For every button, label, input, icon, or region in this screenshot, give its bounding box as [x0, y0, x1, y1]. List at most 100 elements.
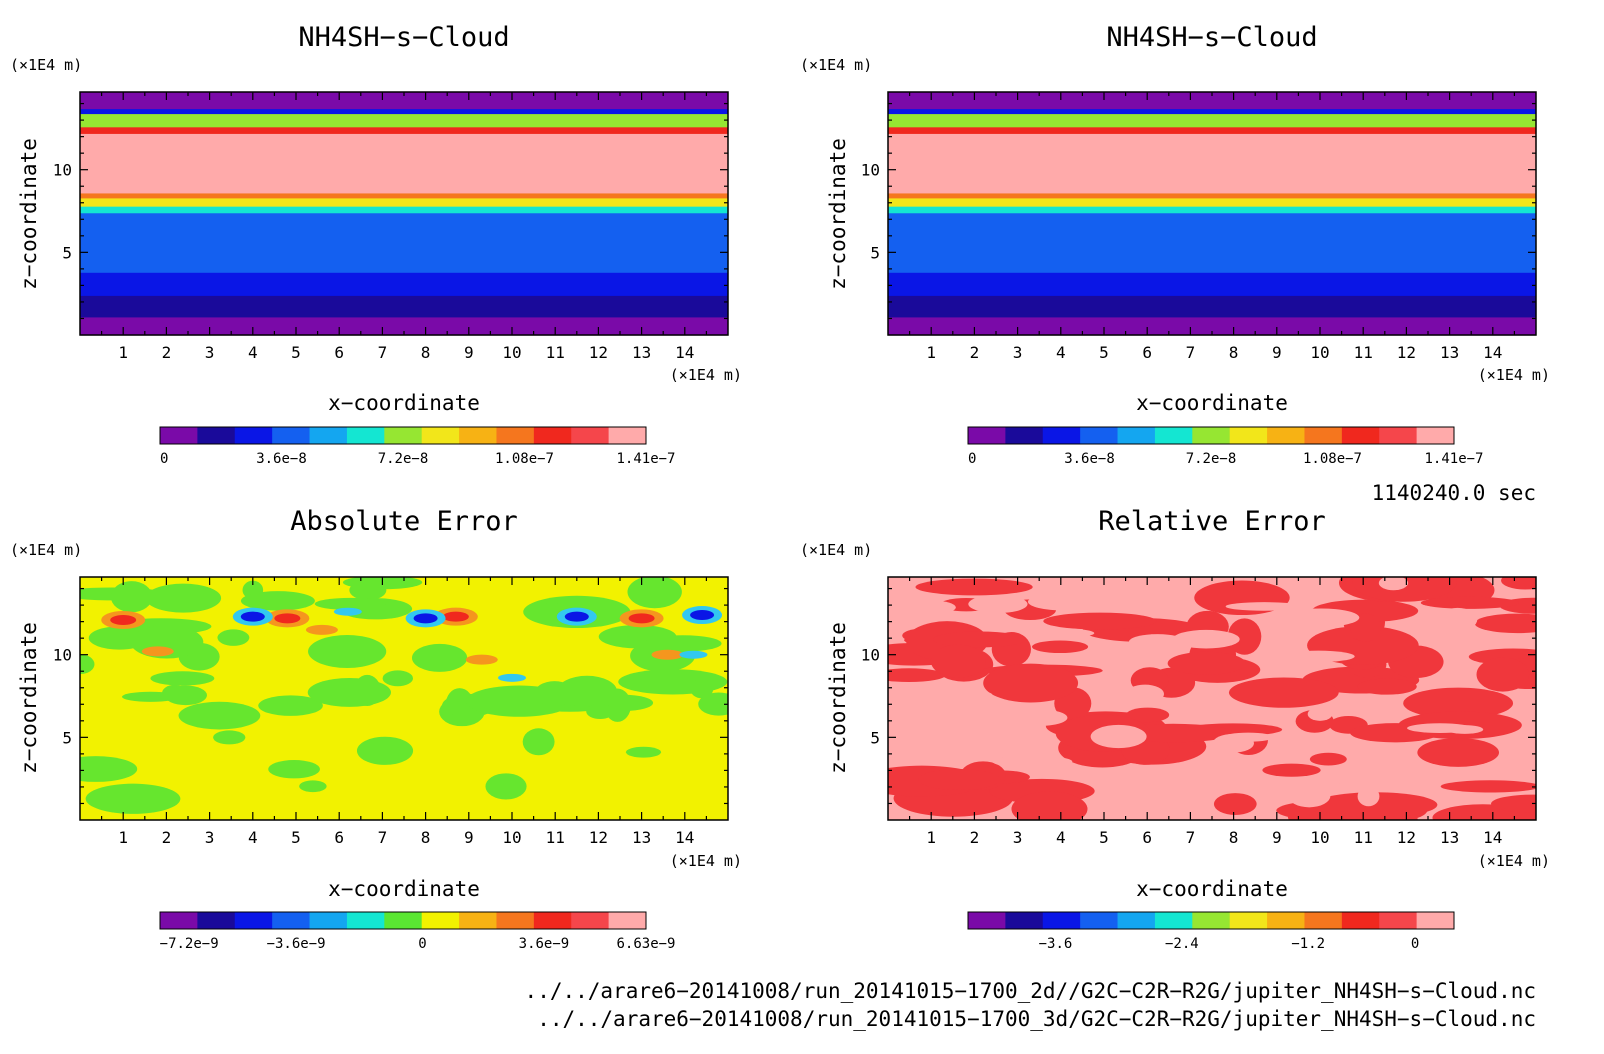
x-tick-label: 13 — [632, 343, 651, 362]
colorbar-swatch — [160, 427, 198, 444]
contour-band — [888, 92, 1536, 110]
colorbar-frame — [159, 911, 647, 930]
contour-blob — [1313, 792, 1438, 818]
colorbar-label: 1.41e−7 — [616, 451, 675, 467]
contour-blob — [1501, 577, 1536, 590]
contour-band — [80, 113, 728, 128]
x-tick-label: 9 — [464, 343, 474, 362]
contour-band — [888, 126, 1536, 134]
x-tick-label: 12 — [589, 343, 608, 362]
contour-band — [888, 272, 1536, 296]
colorbar-swatch — [384, 912, 423, 929]
colorbar: 0 3.6e−8 7.2e−8 1.08e−7 1.41e−7 — [967, 426, 1484, 467]
x-tick-label: 1 — [118, 343, 128, 362]
contour-band — [80, 197, 728, 207]
x-tick-label: 8 — [421, 828, 431, 847]
colorbar-swatch — [1416, 427, 1455, 444]
contour-blob — [679, 650, 708, 659]
contour-blob — [926, 689, 993, 700]
colorbar-swatch — [384, 427, 423, 444]
colorbar-swatch — [421, 427, 460, 444]
colorbar-label: 0 — [160, 451, 168, 467]
colorbar-swatch — [160, 912, 198, 929]
colorbar-swatch — [1005, 427, 1044, 444]
colorbar-swatch — [968, 427, 1006, 444]
y-unit-label: (×1E4 m) — [800, 56, 872, 74]
x-tick-label: 7 — [1186, 343, 1196, 362]
contour-blob — [1027, 592, 1102, 611]
contour-blob — [698, 692, 728, 716]
colorbar-swatch — [1267, 912, 1305, 929]
x-tick-label: 5 — [1099, 828, 1109, 847]
contour-band — [80, 295, 728, 318]
contour-blob — [258, 695, 323, 716]
x-tick-label: 2 — [162, 828, 172, 847]
colorbar-swatch — [1117, 427, 1156, 444]
contour-band — [888, 197, 1536, 207]
contour-min-inner — [413, 613, 438, 624]
x-tick-label: 6 — [1142, 343, 1152, 362]
x-tick-label: 10 — [502, 343, 521, 362]
contour-blob — [213, 730, 246, 745]
y-unit-label: (×1E4 m) — [10, 56, 82, 74]
contour-blob — [110, 581, 153, 613]
panel-top-right: NH4SH−s−Cloud (×1E4 m) 1 2 3 4 5 6 7 8 9 10 11 12 13… — [800, 22, 1550, 467]
colorbar: −3.6 −2.4 −1.2 0 — [967, 911, 1455, 952]
x-tick-label: 2 — [970, 828, 980, 847]
colorbar-swatch — [533, 912, 572, 929]
x-tick-label: 3 — [205, 828, 215, 847]
contour-max-inner — [628, 613, 655, 624]
contour-min-inner — [564, 611, 589, 622]
contour-band — [888, 206, 1536, 214]
colorbar-label: 3.6e−8 — [256, 451, 307, 467]
contour-blob — [307, 677, 391, 707]
x-tick-label: 7 — [1186, 828, 1196, 847]
contour-blob — [217, 629, 250, 646]
x-axis-label: x−coordinate — [328, 391, 480, 415]
contour-band — [80, 272, 728, 296]
contour-blob — [1352, 577, 1457, 602]
contour-blob — [1440, 780, 1536, 793]
contour-blob — [522, 728, 555, 756]
contour-band — [80, 212, 728, 273]
colorbar-swatch — [533, 427, 572, 444]
contour-blob — [1437, 607, 1478, 631]
contour-blob — [164, 685, 207, 706]
x-tick-label: 10 — [502, 828, 521, 847]
contour-band — [80, 92, 728, 110]
y-axis-label: z−coordinate — [17, 622, 41, 774]
x-tick-label: 7 — [378, 343, 388, 362]
x-tick-label: 4 — [248, 343, 258, 362]
contour-blob — [1125, 707, 1170, 723]
x-tick-label: 12 — [589, 828, 608, 847]
contour-band — [888, 212, 1536, 273]
contour-blob — [1357, 678, 1417, 695]
colorbar-swatch — [346, 427, 385, 444]
contour-band — [80, 316, 728, 336]
x-tick-label: 10 — [1310, 828, 1329, 847]
contour-blob — [1172, 629, 1240, 649]
colorbar-swatch — [346, 912, 385, 929]
contour-blob — [465, 654, 498, 665]
x-tick-label: 14 — [1483, 828, 1502, 847]
y-unit-label: (×1E4 m) — [800, 541, 872, 559]
contour-blob — [930, 644, 986, 678]
colorbar-label: −2.4 — [1165, 936, 1199, 952]
x-unit-label: (×1E4 m) — [670, 366, 742, 384]
colorbar-label: 7.2e−8 — [378, 451, 429, 467]
x-tick-label: 14 — [675, 343, 694, 362]
x-tick-label: 6 — [334, 343, 344, 362]
x-tick-label: 12 — [1397, 828, 1416, 847]
x-tick-label: 14 — [1483, 343, 1502, 362]
y-tick-label: 5 — [870, 243, 880, 262]
colorbar-swatch — [1267, 427, 1305, 444]
y-tick-label: 5 — [62, 243, 72, 262]
contour-blob — [968, 595, 1028, 614]
colorbar-swatch — [421, 912, 460, 929]
x-tick-label: 11 — [546, 343, 565, 362]
contour-blob — [213, 709, 237, 723]
contour-blob — [1011, 791, 1088, 820]
contour-min-inner — [240, 611, 265, 622]
